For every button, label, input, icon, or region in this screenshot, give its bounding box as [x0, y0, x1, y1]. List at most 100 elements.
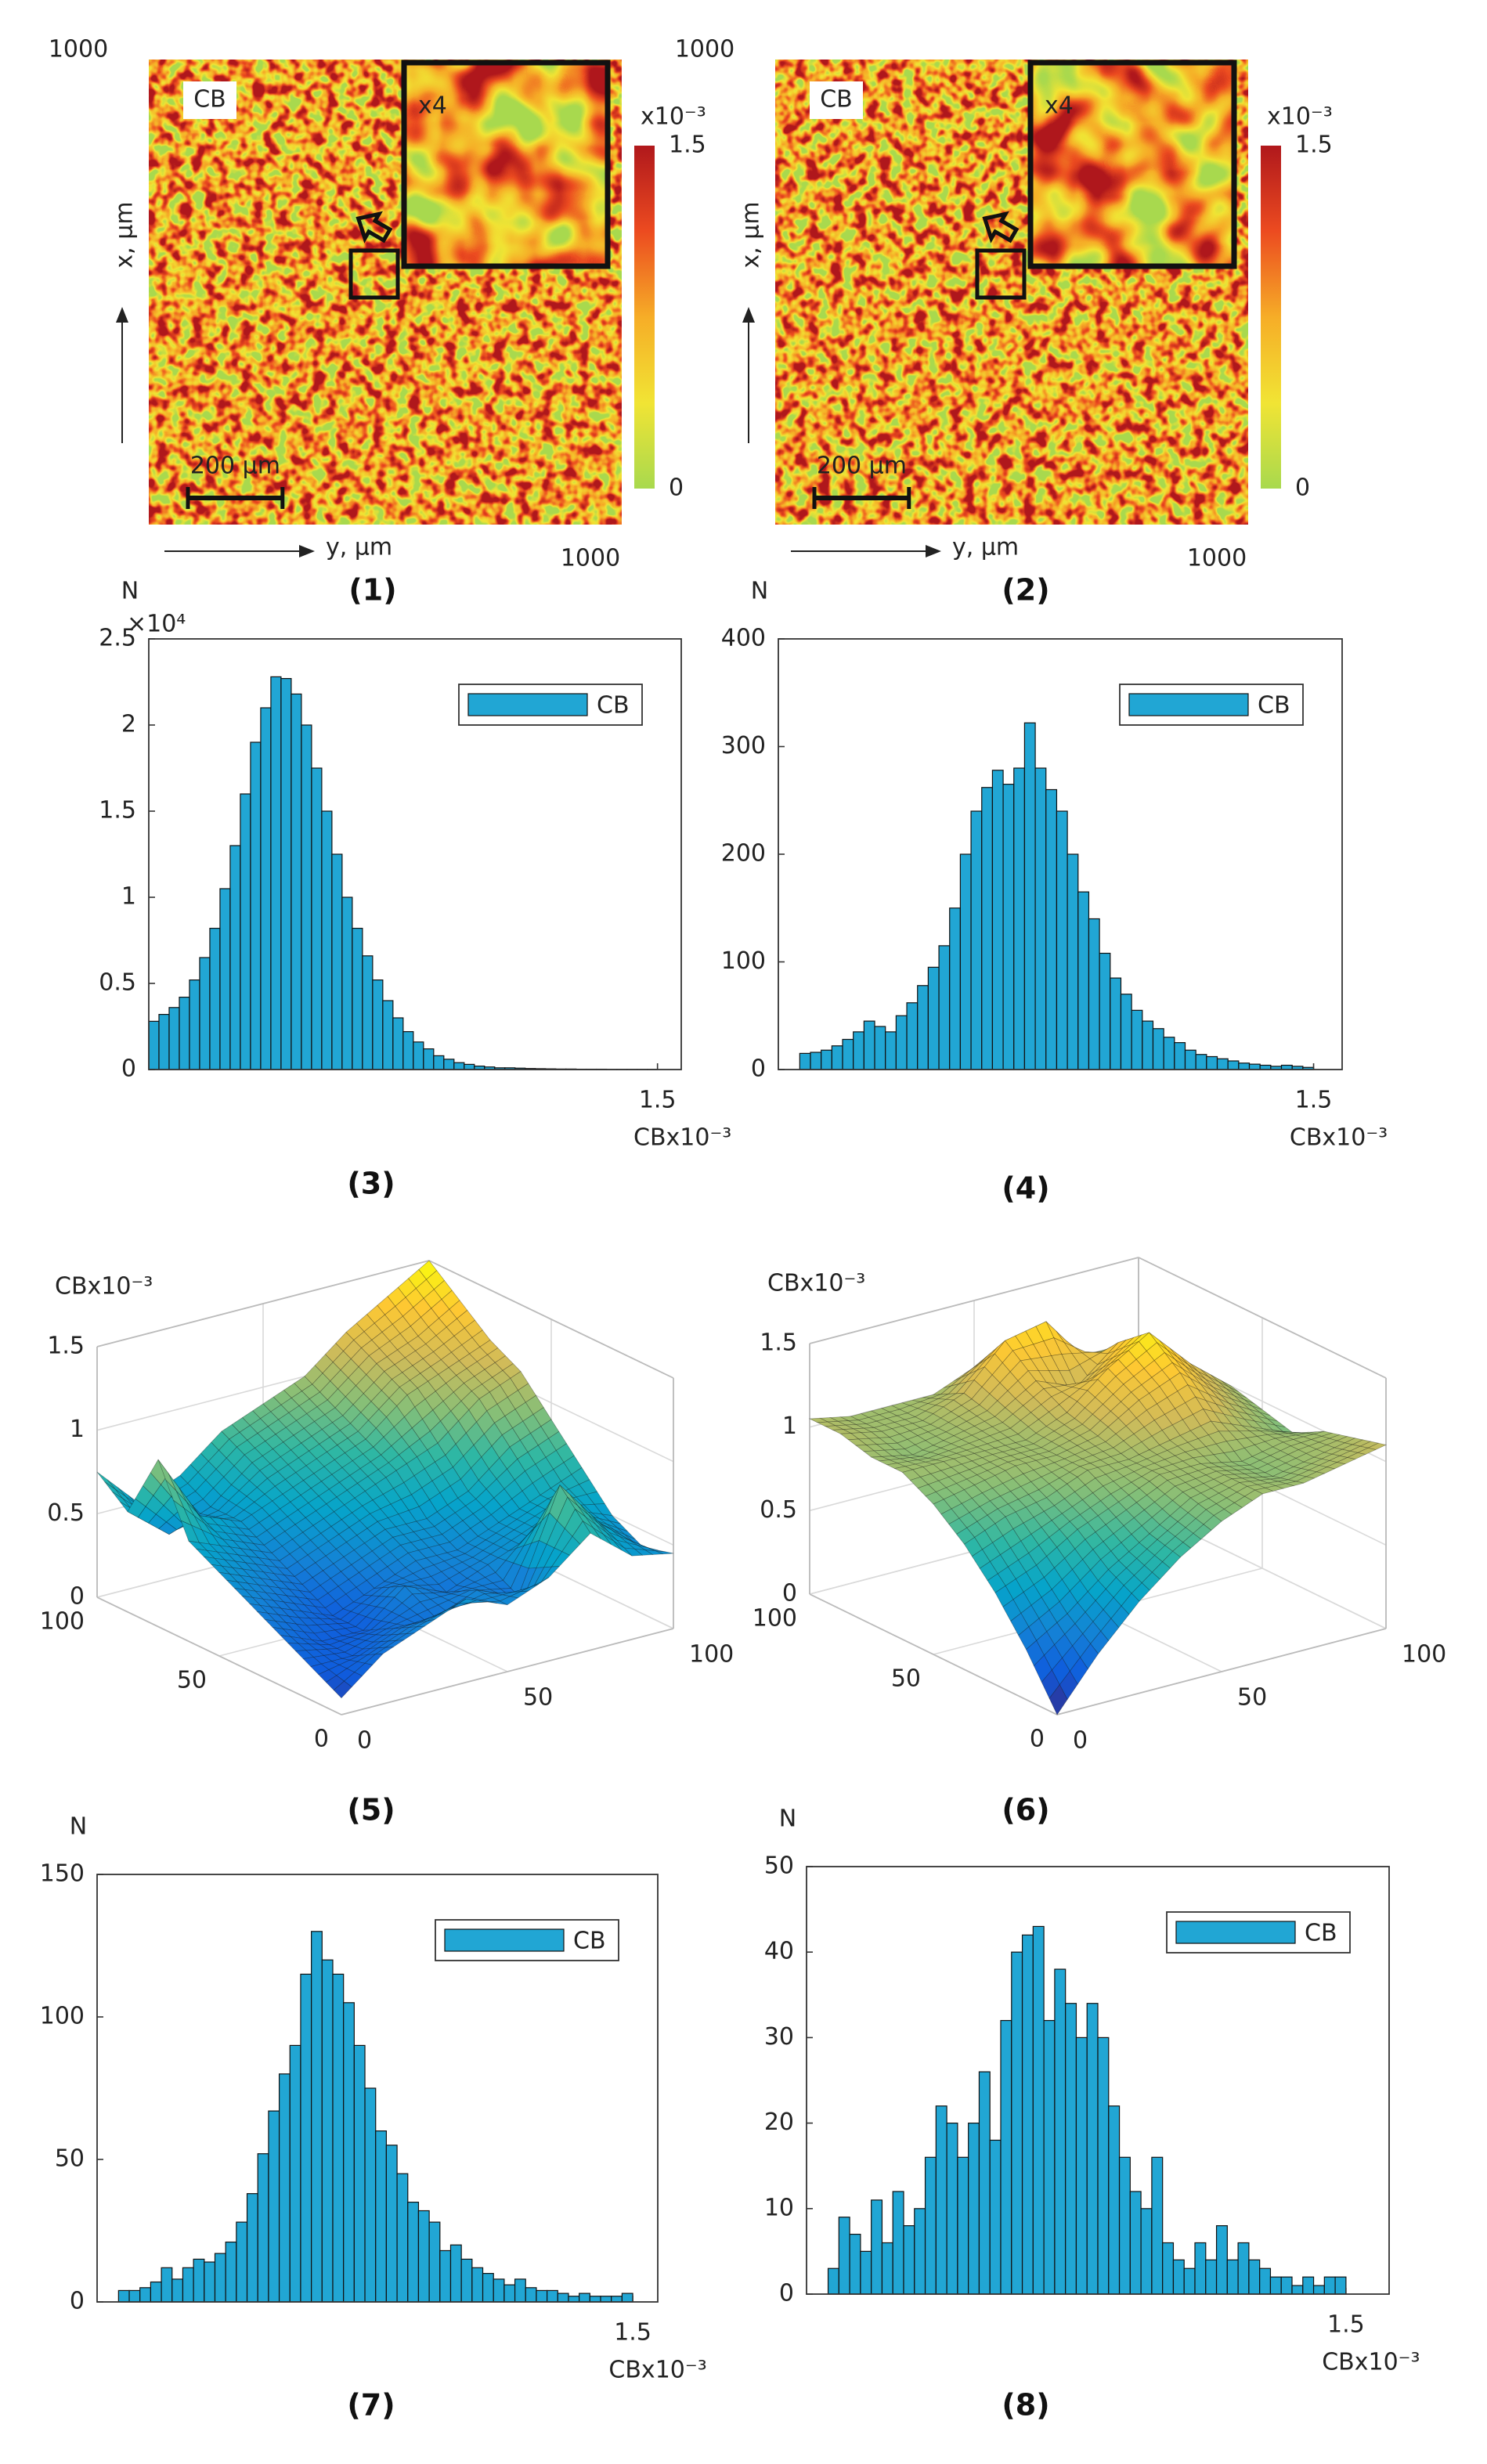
surface-patch — [218, 1438, 237, 1459]
y-axis-label: N — [121, 578, 139, 605]
histogram-panel: 0 10 20 30 40 50 1.5 CBx10⁻³ N CB — [764, 1806, 1420, 2376]
bar — [1086, 2003, 1099, 2295]
surface-patch — [215, 1513, 235, 1519]
surface-patch — [437, 1605, 456, 1616]
surface-patch — [356, 1476, 377, 1492]
surface-patch — [910, 1456, 929, 1460]
surface-patch — [438, 1578, 457, 1593]
surface-patch — [937, 1393, 957, 1400]
surface-patch — [1270, 1477, 1289, 1482]
surface-patch — [1015, 1463, 1034, 1474]
surface-patch — [613, 1541, 633, 1557]
axes-box — [806, 1866, 1390, 2295]
bar — [924, 2156, 937, 2295]
surface-patch — [301, 1637, 320, 1645]
surface-patch — [339, 1423, 359, 1439]
surface-patch — [312, 1570, 331, 1586]
bar — [278, 2073, 291, 2303]
bar — [547, 2289, 558, 2303]
surface-patch — [489, 1600, 508, 1606]
surface-patch — [1218, 1430, 1238, 1442]
bar — [257, 2153, 269, 2303]
bar — [341, 896, 353, 1070]
surface-patch — [319, 1437, 338, 1452]
surface-patch — [498, 1515, 518, 1527]
surface-patch — [1246, 1436, 1266, 1445]
surface-patch — [272, 1390, 292, 1405]
bar — [1172, 2259, 1185, 2295]
surface-patch — [955, 1420, 975, 1431]
surface-patch — [575, 1509, 594, 1528]
surface-patch — [875, 1443, 896, 1451]
surface-patch — [114, 1488, 134, 1506]
surface-patch — [422, 1409, 441, 1432]
bar — [246, 2193, 258, 2303]
surface-patch — [370, 1620, 390, 1631]
surface-patch — [1146, 1487, 1166, 1503]
z-tick-label: 1 — [70, 1416, 85, 1443]
surface-patch — [311, 1429, 330, 1445]
surface-patch — [348, 1633, 369, 1640]
surface-patch — [1207, 1394, 1228, 1409]
arrow-head — [926, 545, 941, 557]
surface-patch — [155, 1505, 175, 1523]
x-tick-label: 1000 — [1187, 545, 1247, 572]
surface-patch — [280, 1398, 300, 1413]
axis-edge — [1056, 1628, 1387, 1715]
surface-patch — [360, 1629, 379, 1635]
surface-patch — [380, 1503, 399, 1518]
surface-patch — [325, 1675, 345, 1691]
bar — [1248, 2259, 1261, 2295]
surface-patch — [1087, 1466, 1106, 1479]
surface-patch — [288, 1405, 308, 1421]
surface-patch — [1107, 1358, 1127, 1377]
bar — [1110, 977, 1122, 1070]
colorbar — [1261, 146, 1281, 489]
surface-patch — [1007, 1434, 1027, 1443]
surface-patch — [854, 1423, 875, 1429]
x-tick-label: 100 — [40, 1608, 85, 1636]
bar — [957, 2156, 969, 2295]
surface-patch — [509, 1590, 529, 1599]
x-axis-label: y, µm — [952, 534, 1019, 561]
surface-patch — [1249, 1409, 1268, 1420]
surface-patch — [233, 1510, 252, 1522]
surface-patch — [188, 1540, 208, 1551]
surface-patch — [961, 1398, 980, 1412]
surface-patch — [441, 1566, 460, 1579]
bar — [838, 2217, 850, 2295]
histogram-panel: 0 50 100 150 1.5 CBx10⁻³ N CB — [40, 1813, 707, 2384]
bar — [402, 1030, 414, 1070]
surface-patch — [532, 1407, 552, 1427]
surface-patch — [1069, 1388, 1088, 1402]
surface-patch — [1053, 1385, 1074, 1393]
surface-patch — [282, 1487, 301, 1503]
axis-edge — [809, 1257, 1139, 1344]
surface-patch — [356, 1528, 376, 1544]
surface-patch — [1243, 1473, 1264, 1478]
surface-patch — [550, 1551, 571, 1568]
surface-patch — [175, 1490, 195, 1517]
surface-patch — [229, 1573, 249, 1584]
surface-patch — [401, 1593, 421, 1610]
surface-patch — [366, 1647, 387, 1655]
panel-label: (3) — [347, 1167, 395, 1201]
surface-patch — [370, 1390, 390, 1410]
bar — [199, 957, 211, 1070]
surface-patch — [410, 1539, 430, 1551]
surface-patch — [335, 1331, 355, 1352]
bar — [903, 2225, 915, 2295]
surface-patch — [348, 1572, 367, 1588]
bar — [1131, 1009, 1143, 1070]
surface-patch — [135, 1485, 154, 1507]
surface-patch — [1023, 1517, 1042, 1535]
bar — [1097, 2036, 1110, 2295]
surface-patch — [943, 1399, 962, 1412]
axis-edge — [809, 1593, 1058, 1715]
surface-patch — [356, 1580, 375, 1596]
surface-patch — [363, 1382, 382, 1402]
bar — [168, 1007, 180, 1070]
surface-patch — [316, 1399, 336, 1416]
surface-patch — [503, 1529, 522, 1541]
